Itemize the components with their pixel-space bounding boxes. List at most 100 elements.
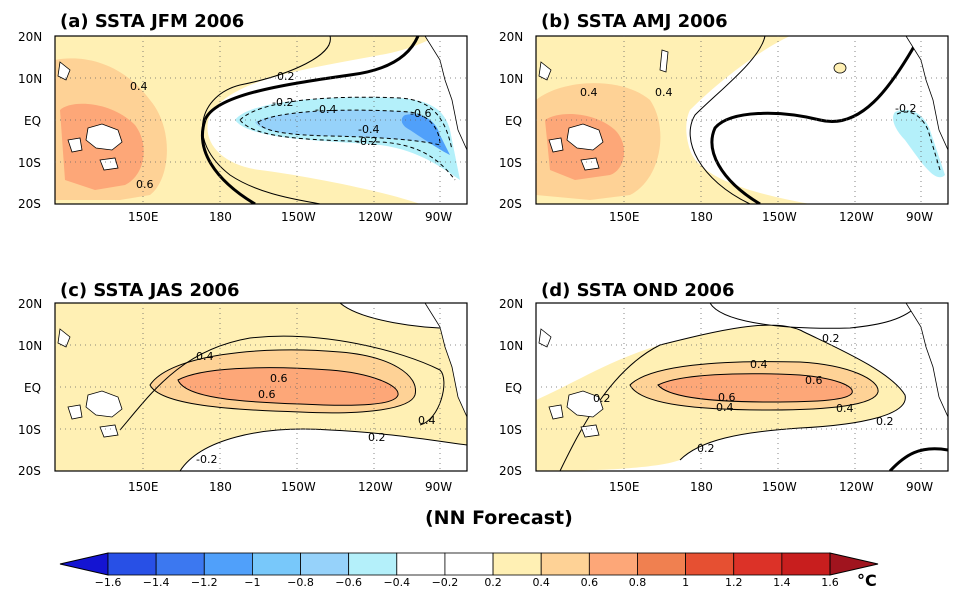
colorbar-swatch	[781, 552, 831, 576]
panel-d-contour-label: 0.4	[716, 401, 734, 414]
colorbar-swatch	[203, 552, 253, 576]
panel-d-warm-region-0.6	[658, 373, 853, 402]
panel-c-coastline-americas	[424, 303, 467, 418]
lon-label: 150W	[762, 480, 797, 494]
panel-c: (c) SSTA JAS 2006 0.4 0.6 0.6 0.2 0.4 -0…	[18, 280, 468, 494]
colorbar-tick-label: 0.4	[532, 576, 550, 589]
colorbar-right-arrow	[829, 552, 879, 576]
panel-d-contour-0.6	[657, 373, 853, 403]
panel-c-contour-0.4	[149, 349, 417, 414]
panel-a-contour-label: 0.6	[136, 178, 154, 191]
panel-a-contour-label: -0.2	[272, 96, 293, 109]
colorbar-tick-label: 1.4	[773, 576, 791, 589]
colorbar-swatch	[588, 552, 638, 576]
panel-b-title: (b) SSTA AMJ 2006	[541, 11, 728, 32]
panel-a-cold-region-0.4	[255, 110, 440, 145]
panel-b-contour-labels: 0.4 0.4 -0.2	[580, 86, 916, 115]
lon-label: 180	[690, 210, 713, 224]
panel-a-contour-labels: 0.4 0.6 0.2 -0.2 -0.4 -0.6 -0.4 -0.2	[130, 70, 431, 191]
colorbar-swatch	[685, 552, 735, 576]
lat-label: 10N	[499, 339, 523, 353]
lat-label: 20N	[18, 297, 42, 311]
panel-c-contour-label: -0.2	[196, 453, 217, 466]
colorbar-tick-label: −0.6	[335, 576, 362, 589]
colorbar-swatch	[540, 552, 590, 576]
panel-d-contour-label: 0.2	[593, 392, 611, 405]
panel-b-zero-contour	[710, 36, 922, 204]
colorbar-swatch	[492, 552, 542, 576]
lon-label: 90W	[906, 210, 933, 224]
colorbar-swatch	[107, 552, 157, 576]
lat-label: 20S	[499, 197, 522, 211]
panel-d-contour-labels: 0.2 0.4 0.6 0.6 0.4 0.4 0.2 0.2 0.2	[593, 332, 894, 455]
panel-c-contour-label: 0.6	[270, 372, 288, 385]
lat-label: 20N	[18, 30, 42, 44]
panel-a-lon-axis: 150E 180 150W 120W 90W	[128, 210, 452, 224]
panel-d-contour-label: 0.4	[836, 402, 854, 415]
panel-d-contour-label: 0.2	[822, 332, 840, 345]
panel-a-contour-label: 0.2	[277, 70, 295, 83]
lon-label: 90W	[425, 480, 452, 494]
lat-label: 10S	[499, 156, 522, 170]
panel-b-contour-label: -0.2	[895, 102, 916, 115]
panel-c-contour-label: 0.4	[418, 414, 436, 427]
panel-a-contour-label: -0.2	[356, 135, 377, 148]
lon-label: 120W	[358, 480, 393, 494]
panel-b-contour-neg-0.2	[896, 111, 941, 171]
lon-label: 180	[690, 480, 713, 494]
lon-label: 150W	[762, 210, 797, 224]
colorbar-tick-label: 1.2	[725, 576, 743, 589]
panel-d: (d) SSTA OND 2006 0.2 0.4 0.6 0.6 0.4 0.…	[499, 280, 949, 494]
panel-a-zero-contour	[200, 36, 420, 204]
panel-a-coastline-maritime-continent	[57, 61, 123, 171]
colorbar-tick-label: 1	[682, 576, 689, 589]
panel-b-contour-0.2	[689, 36, 766, 204]
panel-a-contour-0.2	[202, 36, 331, 204]
lat-label: EQ	[24, 381, 41, 395]
panel-d-coastline-maritime-continent	[538, 328, 604, 438]
figure-caption: (NN Forecast)	[425, 507, 573, 529]
panel-a-contour-label: -0.6	[410, 107, 431, 120]
lat-label: 10N	[499, 72, 523, 86]
lon-label: 150W	[281, 210, 316, 224]
colorbar-tick-label: −1	[244, 576, 260, 589]
panel-c-contour-0.6	[177, 367, 399, 406]
colorbar-tick-label: −1.2	[191, 576, 218, 589]
panel-d-contour-label: 0.2	[697, 442, 715, 455]
panel-a-title: (a) SSTA JFM 2006	[60, 11, 244, 32]
panel-d-coastline-americas	[905, 303, 948, 418]
colorbar-tick-label: 0.2	[484, 576, 502, 589]
panel-c-gridlines	[55, 303, 467, 471]
colorbar-swatch	[444, 552, 494, 576]
lon-label: 180	[209, 210, 232, 224]
lat-label: 20S	[499, 464, 522, 478]
panel-d-lat-axis: 20N 10N EQ 10S 20S	[499, 297, 523, 478]
panel-d-zero-contour	[888, 447, 948, 471]
panel-a-coastline-americas	[424, 36, 467, 151]
lat-label: 10S	[18, 423, 41, 437]
panel-a-contour-label: 0.4	[130, 80, 148, 93]
panel-c-contour-label: 0.6	[258, 388, 276, 401]
panel-d-contour-label: 0.6	[805, 374, 823, 387]
lon-label: 90W	[906, 480, 933, 494]
panel-d-contour-0.4	[629, 361, 879, 411]
colorbar-tick-label: −1.6	[95, 576, 122, 589]
colorbar-tick-label: 0.8	[629, 576, 647, 589]
panel-d-contour-0.2	[559, 303, 921, 471]
panel-b-cold-region-0.2	[893, 109, 945, 178]
panel-b-gridlines	[536, 36, 948, 204]
panel-b-coastline-maritime-continent	[538, 49, 669, 171]
panel-a-contour-neg-0.2	[239, 96, 456, 181]
lat-label: 20S	[18, 464, 41, 478]
lat-label: EQ	[505, 114, 522, 128]
lat-label: 20N	[499, 297, 523, 311]
colorbar-left-arrow	[59, 552, 109, 576]
colorbar-tick-label: −0.8	[287, 576, 314, 589]
panel-a-contour-neg-0.4	[257, 109, 441, 146]
lon-label: 150E	[609, 210, 640, 224]
colorbar-unit: °C	[857, 571, 877, 590]
panel-c-title: (c) SSTA JAS 2006	[60, 280, 240, 301]
lon-label: 90W	[425, 210, 452, 224]
lat-label: EQ	[505, 381, 522, 395]
panel-a-gridlines	[55, 36, 467, 204]
